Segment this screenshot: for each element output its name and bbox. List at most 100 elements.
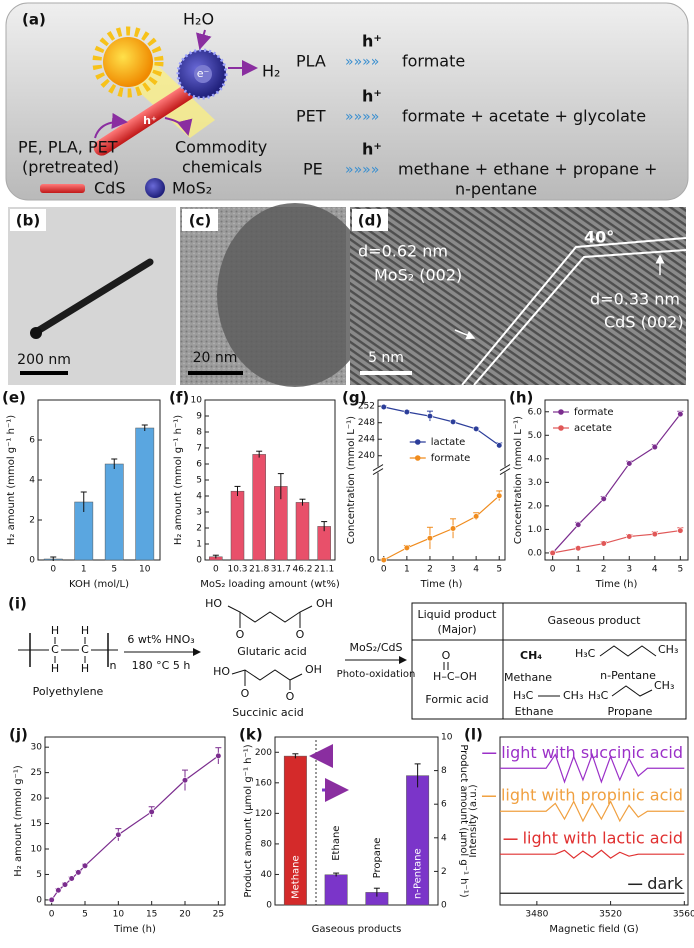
panel-label: (c) — [189, 212, 212, 230]
marker — [473, 513, 480, 520]
series-line — [51, 755, 219, 901]
marker — [426, 413, 434, 420]
y-tick-label: 1.0 — [528, 525, 543, 535]
x-tick-label: 25 — [213, 910, 224, 920]
annotation: 40° — [584, 228, 614, 247]
chevrons: »»»» — [345, 54, 379, 70]
y-tick-label: 10 — [31, 845, 43, 855]
y-tick-label: 5 — [36, 870, 42, 880]
micrograph-c: (c) 20 nm — [180, 203, 373, 387]
marker — [549, 549, 556, 557]
panel-label: (j) — [9, 726, 28, 744]
water-label: H₂O — [183, 10, 214, 29]
marker — [575, 521, 582, 528]
atom: n — [110, 659, 117, 672]
x-tick-label: 3560 — [673, 910, 694, 920]
y2-tick-label: 244 — [358, 435, 375, 445]
atom: C — [51, 643, 59, 656]
y-tick-label: 4 — [29, 476, 35, 486]
panel-label: (i) — [8, 595, 27, 613]
x-tick-label: 31.7 — [271, 565, 291, 575]
annotation: MoS₂ (002) — [374, 266, 462, 285]
y-tick-label: 1 — [196, 540, 202, 550]
x-tick-label: 2 — [601, 565, 607, 575]
compound-name: Formic acid — [425, 693, 488, 706]
compound-name: Methane — [504, 671, 552, 684]
skeleton — [599, 645, 657, 657]
product: formate + acetate + glycolate — [402, 107, 646, 126]
x-tick-label: 1 — [81, 565, 87, 575]
y2-tick-label: 252 — [358, 402, 375, 412]
x-axis-label: Time (h) — [595, 579, 638, 590]
bar — [252, 454, 266, 561]
marker — [626, 460, 633, 467]
marker — [449, 525, 457, 532]
label-box — [182, 209, 218, 231]
legend-label: CdS — [94, 179, 125, 198]
y-tick-label: 120 — [255, 809, 272, 819]
series-line — [500, 800, 685, 823]
y-tick-label: 0 — [369, 556, 375, 566]
condition: 180 °C 5 h — [132, 659, 191, 672]
category-label: Propane — [372, 838, 383, 879]
x-tick-label: 10.3 — [227, 565, 247, 575]
chevrons: »»»» — [345, 109, 379, 125]
marker — [600, 540, 607, 547]
marker — [48, 896, 55, 904]
table-header: (Major) — [437, 623, 476, 636]
table-frame — [411, 602, 687, 720]
x-tick-label: 1 — [404, 565, 410, 575]
annotation: d=0.33 nm — [590, 290, 680, 309]
axis-break — [372, 468, 384, 476]
panel-label: (g) — [342, 389, 366, 407]
y-tick-label: 200 — [255, 748, 272, 758]
y-tick-label: 0 — [266, 901, 272, 911]
y-tick-label: 0 — [36, 895, 42, 905]
x-tick-label: 1 — [575, 565, 581, 575]
marker — [403, 408, 410, 416]
axis-break — [499, 468, 511, 476]
series-line — [500, 752, 685, 784]
legend-label: formate — [431, 453, 471, 464]
y2-tick-label: 240 — [358, 451, 375, 461]
legend-label: light with succinic acid — [501, 743, 683, 762]
y-axis-label: Concentration (mmol L⁻¹) — [513, 416, 524, 544]
scale-label: 200 nm — [17, 352, 71, 368]
product: formate — [402, 52, 465, 71]
x-tick-label: 3520 — [599, 910, 622, 920]
plot-frame — [204, 399, 336, 561]
y-axis-label: H₂ amount (mmol g⁻¹ h⁻¹) — [173, 415, 184, 545]
atom: O — [286, 690, 295, 703]
hole: h⁺ — [362, 140, 382, 159]
series-line — [500, 849, 685, 859]
x-tick-label: 3 — [450, 565, 456, 575]
micrograph-d: (d) d=0.62 nm MoS₂ (002) 40° d=0.33 nm C… — [350, 207, 687, 386]
marker — [496, 492, 503, 499]
hole: h⁺ — [362, 87, 382, 106]
y2-tick-label: 2 — [441, 867, 447, 877]
electron-label: e⁻ — [197, 67, 210, 80]
particle — [217, 203, 373, 387]
x-tick-label: 10 — [139, 565, 151, 575]
compound-name: n-Pentane — [600, 669, 656, 682]
marker — [181, 777, 189, 784]
atom: HO — [205, 597, 222, 610]
panel-label: (e) — [2, 389, 26, 407]
marker — [403, 544, 410, 551]
y-tick-label: 2.0 — [528, 501, 543, 511]
y-axis-label: Concentration (mmol L⁻¹) — [346, 416, 357, 544]
formula: H–C–OH — [433, 670, 477, 683]
y-tick-label: 30 — [31, 743, 43, 753]
legend-swatch — [558, 409, 564, 415]
compound-name: Polyethylene — [33, 685, 104, 698]
y-tick-label: 0 — [29, 556, 35, 566]
y2-tick-label: 4 — [441, 833, 447, 843]
legend-label: lactate — [431, 437, 466, 448]
y-tick-label: 10 — [191, 396, 203, 406]
y-tick-label: 25 — [31, 768, 42, 778]
bar — [230, 490, 245, 561]
legend-swatch — [414, 439, 421, 445]
bar — [295, 502, 310, 561]
bar — [104, 463, 124, 561]
legend-label: acetate — [574, 423, 612, 434]
